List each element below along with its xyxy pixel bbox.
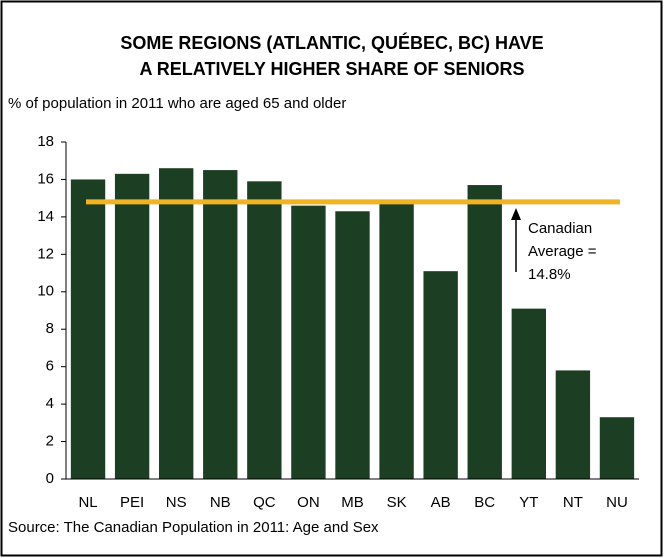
x-tick-label: QC xyxy=(253,494,276,511)
annotation: 14.8% xyxy=(528,266,571,283)
y-tick-label: 0 xyxy=(46,470,54,487)
bar xyxy=(511,308,546,479)
x-tick-label: YT xyxy=(519,494,538,511)
x-tick-label: SK xyxy=(387,494,407,511)
chart-title: A RELATIVELY HIGHER SHARE OF SENIORS xyxy=(139,59,524,79)
x-tick-label: NL xyxy=(78,494,97,511)
arrow-head xyxy=(511,208,521,220)
x-tick-label: NB xyxy=(210,494,231,511)
x-tick-label: NS xyxy=(166,494,187,511)
y-tick-label: 10 xyxy=(37,283,54,300)
y-tick-label: 16 xyxy=(37,170,54,187)
bar xyxy=(291,205,326,479)
x-tick-label: NT xyxy=(563,494,583,511)
x-tick-label: MB xyxy=(341,494,364,511)
annotation: Canadian xyxy=(528,220,592,237)
annotation: Average = xyxy=(528,243,597,260)
x-tick-label: NU xyxy=(606,494,628,511)
y-tick-label: 8 xyxy=(46,320,54,337)
bar xyxy=(70,179,106,479)
bar xyxy=(335,211,370,479)
subtitle: % of population in 2011 who are aged 65 … xyxy=(8,95,346,112)
x-tick-label: BC xyxy=(474,494,495,511)
y-tick-label: 18 xyxy=(37,133,54,150)
chart-title: SOME REGIONS (ATLANTIC, QUÉBEC, BC) HAVE xyxy=(120,32,543,53)
bar xyxy=(423,271,458,479)
bar xyxy=(379,203,414,480)
x-tick-label: PEI xyxy=(120,494,144,511)
bar xyxy=(159,168,194,479)
y-tick-label: 6 xyxy=(46,358,54,375)
y-tick-label: 14 xyxy=(37,208,54,225)
bar xyxy=(467,185,502,480)
bar xyxy=(114,173,150,480)
bar xyxy=(555,370,591,479)
bar xyxy=(247,181,282,480)
y-tick-label: 12 xyxy=(37,245,54,262)
y-tick-label: 2 xyxy=(46,433,54,450)
bar xyxy=(599,417,635,479)
y-tick-label: 4 xyxy=(46,395,54,412)
x-tick-label: AB xyxy=(431,494,451,511)
source: Source: The Canadian Population in 2011:… xyxy=(8,519,379,536)
x-tick-label: ON xyxy=(297,494,320,511)
bar xyxy=(203,170,238,480)
